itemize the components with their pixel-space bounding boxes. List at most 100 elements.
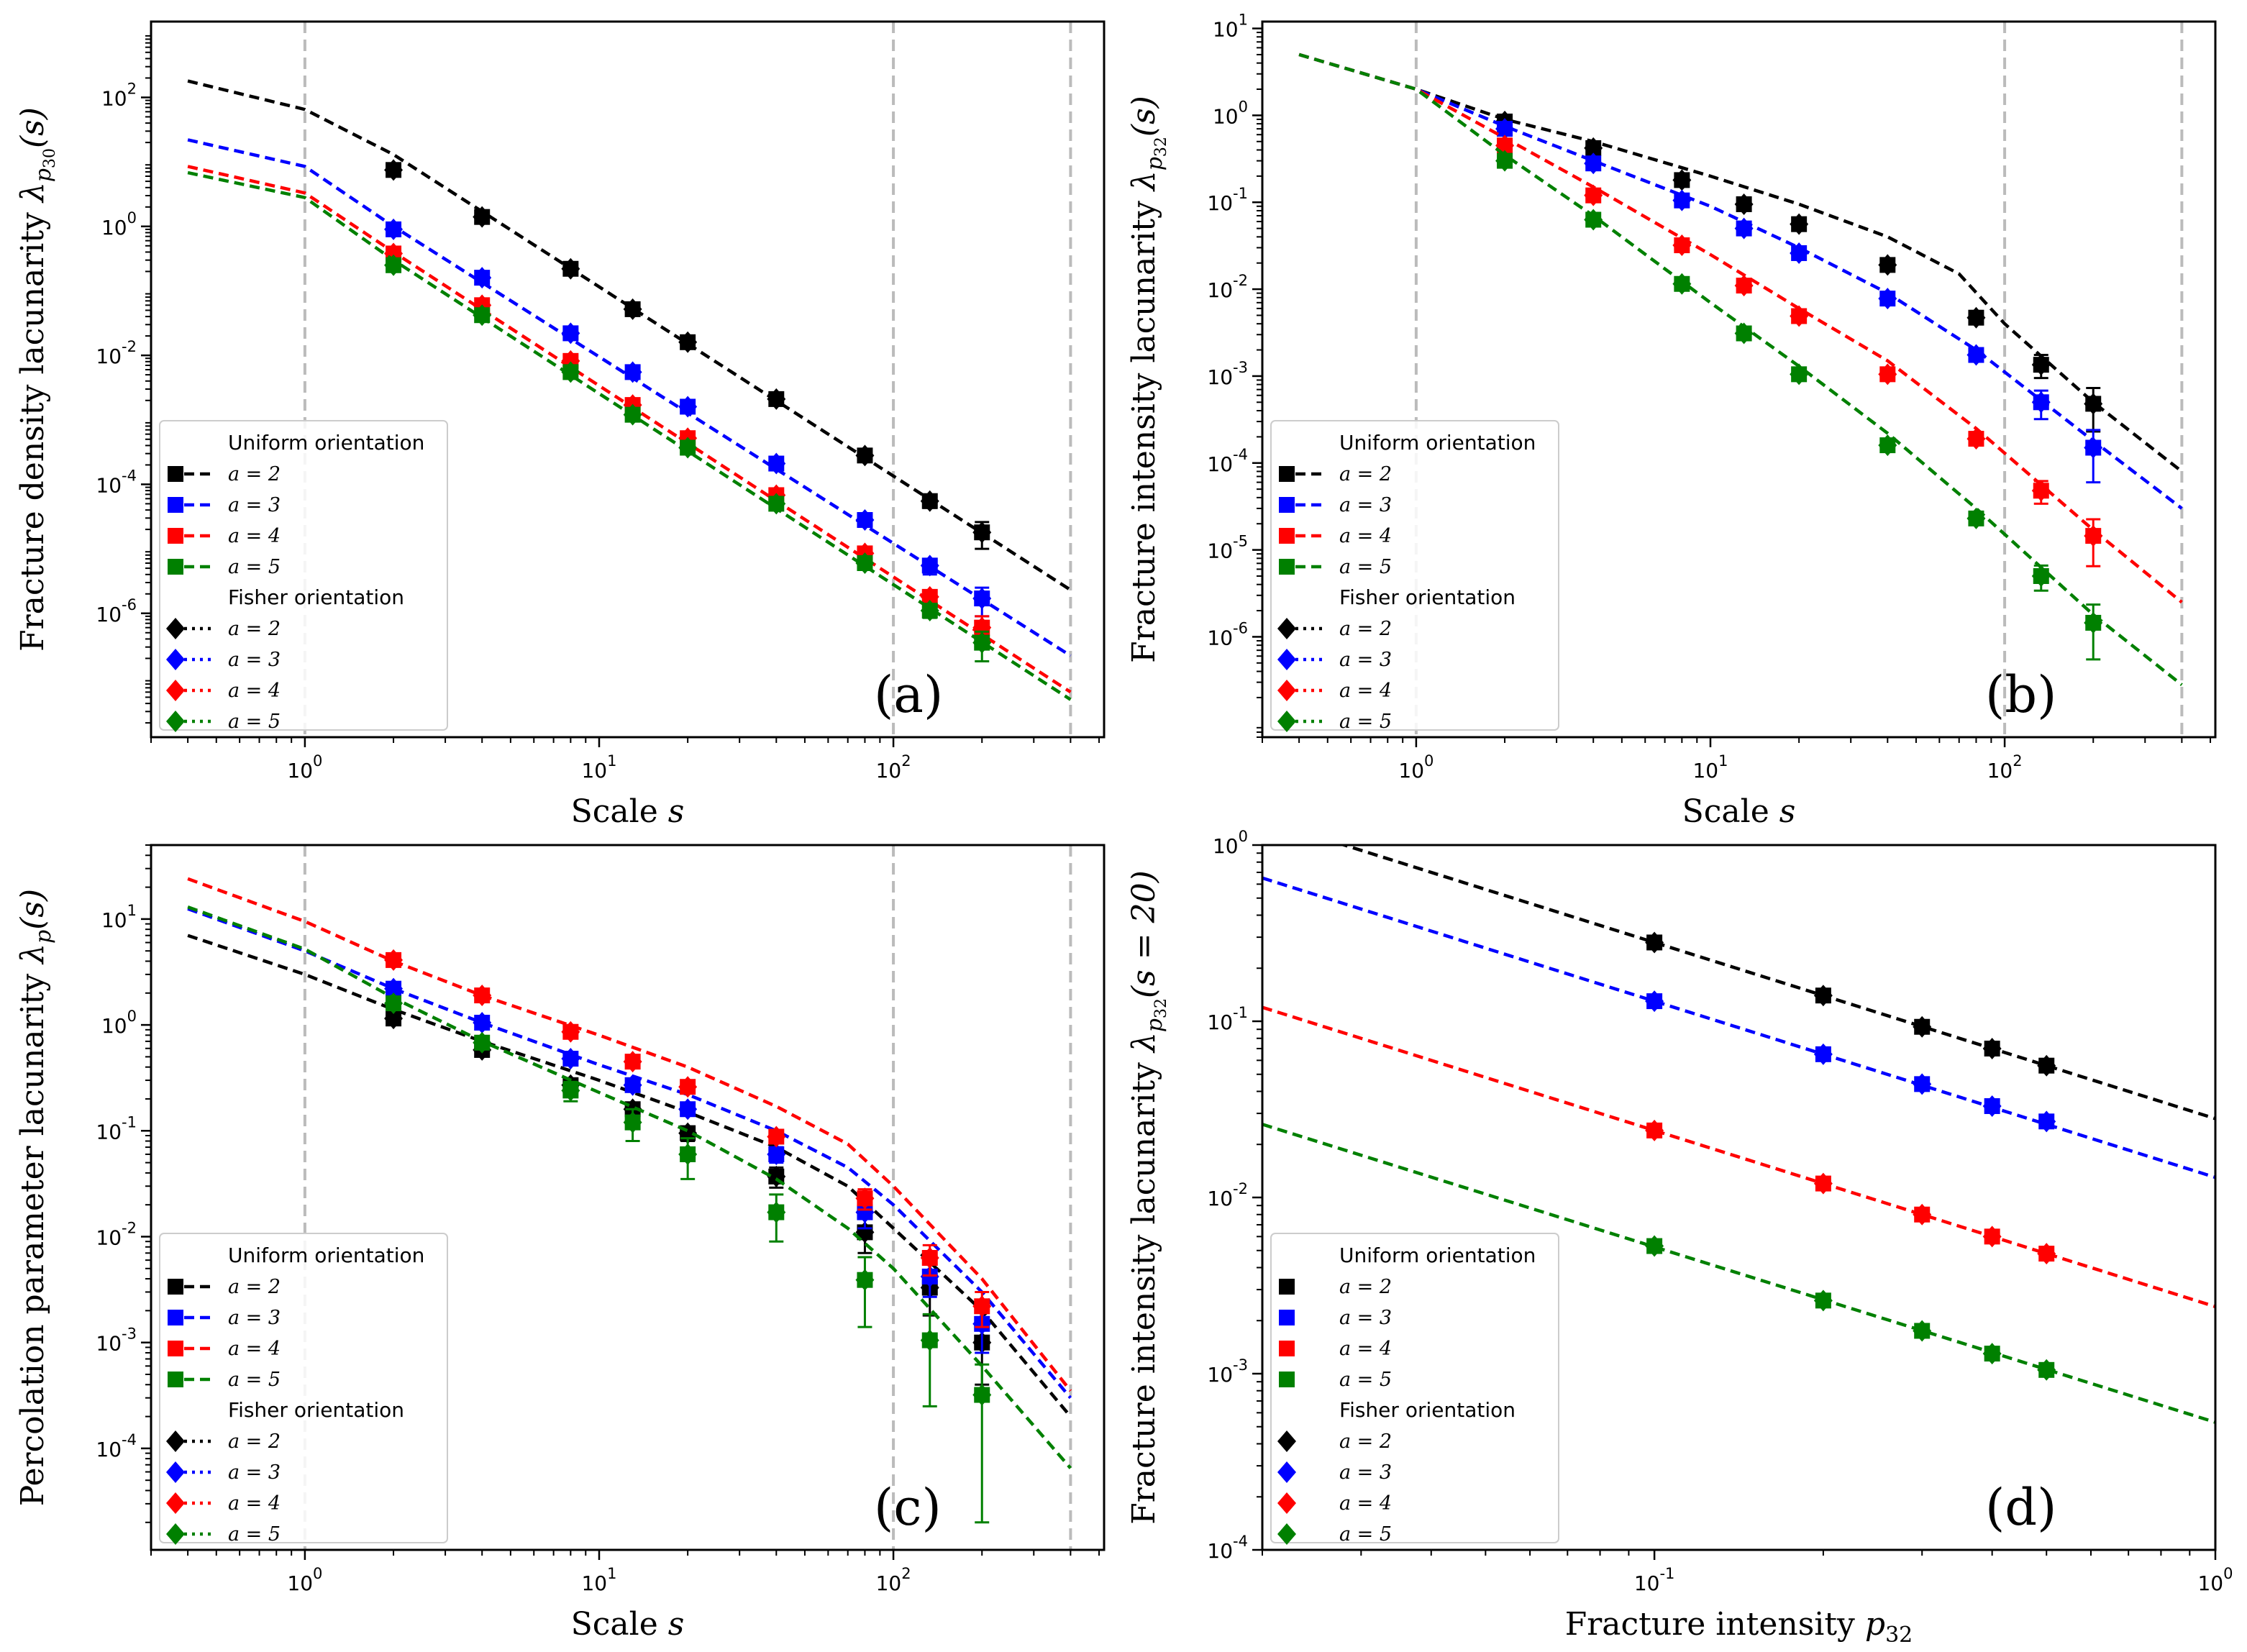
legend-entry: a = 4 [228,1338,281,1360]
data-point-diamond [623,1051,642,1073]
data-point-diamond [920,1329,939,1351]
legend-marker-diamond [1277,711,1296,732]
legend-entry: a = 3 [228,1307,281,1329]
legend-marker-diamond [1277,1523,1296,1545]
y-axis-label: Fracture intensity lacunarity λp32(s) [1126,96,1170,663]
data-point-diamond [1790,305,1809,327]
data-point-diamond [384,1008,404,1030]
legend-marker-square [1279,559,1295,575]
data-point-diamond [2031,391,2051,414]
fit-line [1339,845,2215,1121]
legend-marker-diamond [166,1430,185,1452]
data-point-diamond [473,206,492,228]
y-tick-label: 10-2 [1207,1180,1248,1210]
y-tick-label: 10-3 [1207,1356,1248,1387]
legend-title-fisher: Fisher orientation [1339,585,1516,609]
y-tick-label: 10-4 [96,467,137,497]
legend-entry: a = 2 [228,1430,281,1453]
data-point-diamond [678,331,698,353]
data-point-diamond [1734,275,1754,297]
fit-line [187,877,1072,1392]
data-point-diamond [384,949,404,971]
data-point-diamond [972,521,992,544]
legend-marker-square [168,1279,183,1295]
y-tick-label: 10-2 [96,338,137,368]
data-point-diamond [767,1143,786,1165]
data-point-diamond [920,585,939,608]
x-tick-label: 101 [581,1565,616,1595]
series-2 [1262,876,2215,1179]
data-point-diamond [1672,169,1692,191]
legend-entry: a = 5 [1339,1523,1392,1546]
data-point-diamond [2031,565,2051,587]
data-point-diamond [678,1076,698,1098]
data-point-diamond [972,588,992,610]
data-point-diamond [1966,306,1986,329]
data-point-diamond [2037,1054,2056,1077]
legend: Uniform orientation a = 2 a = 3 a = 4 a = 5 F… [159,420,448,733]
x-tick-label: 10-1 [1634,1565,1675,1595]
data-point-diamond [767,388,786,410]
data-point-diamond [1584,184,1603,206]
panel-label: (a) [874,665,943,724]
panel-label: (c) [874,1478,942,1537]
legend-entry: a = 4 [1339,525,1392,547]
y-tick-label: 10-2 [96,1219,137,1249]
y-tick-label: 10-4 [1207,1533,1248,1563]
data-point-diamond [623,1074,642,1096]
x-tick-label: 100 [287,1565,322,1595]
data-point-diamond [767,452,786,475]
data-point-diamond [473,1011,492,1033]
fit-line [187,907,1072,1400]
x-tick-label: 102 [876,1565,911,1595]
legend-marker-diamond [1277,1492,1296,1514]
data-point-diamond [855,552,875,574]
legend-marker-diamond [166,680,185,701]
data-point-diamond [1672,189,1692,211]
fit-line [187,79,1072,592]
legend-entry: a = 3 [1339,649,1392,671]
legend-marker-square [1279,1372,1295,1387]
fit-line [1298,53,2183,686]
legend-box [159,420,448,731]
legend-marker-square [168,559,183,575]
plot-frame [150,20,1106,739]
data-point-diamond [1878,434,1897,457]
y-tick-label: 10-2 [1207,272,1248,302]
data-point-diamond [2031,480,2051,502]
legend-box [159,1233,448,1543]
data-point-diamond [1584,137,1603,159]
data-point-diamond [678,437,698,459]
legend-marker-square [1279,528,1295,544]
data-point-diamond [1813,1290,1833,1312]
legend-marker-diamond [1277,649,1296,670]
data-point-diamond [920,1247,939,1269]
fit-line [1298,53,2183,604]
legend-entry: a = 4 [1339,1492,1392,1515]
legend-entry: a = 4 [228,525,281,547]
data-point-diamond [473,304,492,327]
y-axis-label: Percolation parameter lacunarity λp(s) [14,889,56,1506]
chart-panel-2: 100 101 102 10-6 10-5 10-4 10-3 10-2 10-1 100 101 S… [1126,12,2217,830]
legend-marker-square [168,466,183,482]
data-point-diamond [623,1111,642,1133]
data-point-diamond [855,1201,875,1223]
legend-entry: a = 2 [228,463,281,485]
legend-entry: a = 2 [228,1276,281,1298]
legend-entry: a = 2 [1339,1430,1392,1453]
legend-box [1270,420,1559,731]
legend-marker-square [168,1372,183,1387]
data-point-diamond [855,1187,875,1210]
data-point-diamond [1878,363,1897,385]
chart-panel-1: 100 101 102 10-6 10-4 10-2 100 102 Scale s Fractu… [14,20,1106,830]
data-point-diamond [1966,507,1986,529]
series-2 [187,138,1072,657]
legend-marker-diamond [1277,1430,1296,1452]
legend-marker-diamond [166,618,185,639]
data-point-diamond [1672,273,1692,295]
y-tick-label: 100 [101,209,137,239]
data-point-diamond [561,361,580,383]
data-point-diamond [623,403,642,426]
plot-frame [1261,844,2217,1551]
